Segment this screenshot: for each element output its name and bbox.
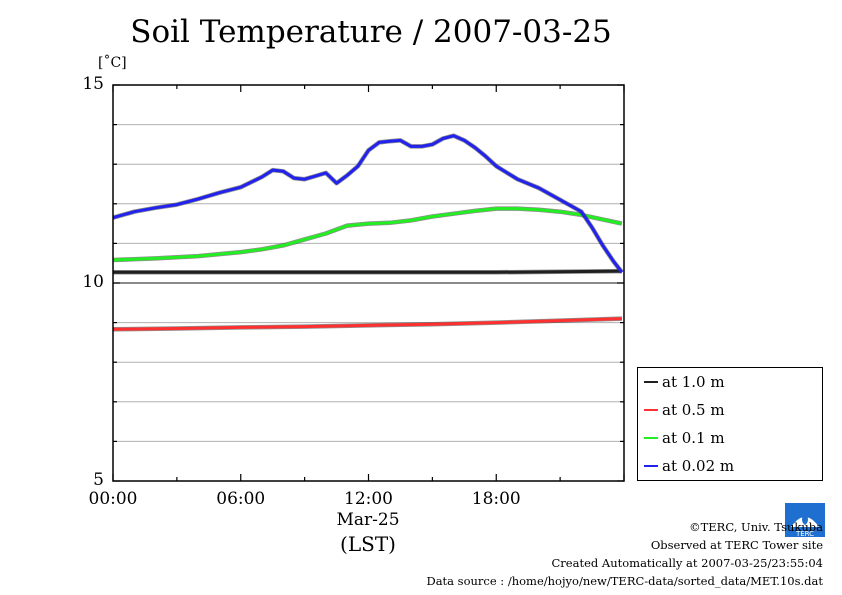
legend-item-002m: at 0.02 m [644,452,734,480]
y-axis-unit-label: [˚C] [98,55,127,71]
axis-ticks [112,84,625,482]
legend-swatch [644,409,658,411]
terc-logo: TERC [785,503,825,538]
series-line-0 [113,269,622,274]
credit-source: Data source : /home/hojyo/new/TERC-data/… [426,574,823,588]
legend-item-05m: at 0.5 m [644,396,725,424]
legend-item-1m: at 1.0 m [644,368,725,396]
y-tick-label: 15 [82,74,104,94]
x-axis-label: (LST) [340,532,396,556]
legend-label: at 0.1 m [662,429,725,447]
credit-observed: Observed at TERC Tower site [650,538,823,552]
grid-lines [113,124,624,442]
series-outline-2 [112,206,623,263]
x-tick-label: 12:00 [344,489,393,509]
legend-swatch [644,381,658,383]
y-tick-label: 5 [93,470,104,490]
chart-title: Soil Temperature / 2007-03-25 [130,14,612,50]
legend: at 1.0 m at 0.5 m at 0.1 m at 0.02 m [637,367,823,481]
legend-swatch [644,437,658,439]
series-line-1 [112,317,622,331]
x-tick-label: 18:00 [471,489,521,509]
credit-copyright: ©TERC, Univ. Tsukuba [689,520,823,534]
x-tick-label: 06:00 [216,489,266,509]
legend-label: at 0.02 m [662,457,735,475]
series-lines [112,133,624,332]
legend-item-01m: at 0.1 m [644,424,725,452]
x-date-label: Mar-25 [336,510,400,530]
x-tick-label: 00:00 [88,489,138,509]
series-line-3 [112,134,624,274]
legend-swatch [644,465,658,467]
legend-label: at 0.5 m [662,401,725,419]
credit-created: Created Automatically at 2007-03-25/23:5… [551,556,824,570]
legend-label: at 1.0 m [662,373,725,391]
svg-text:TERC: TERC [795,530,814,537]
series-line-2 [112,207,623,262]
y-tick-label: 10 [82,272,104,292]
